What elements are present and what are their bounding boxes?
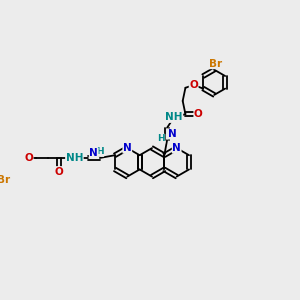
Text: NH: NH: [165, 112, 183, 122]
Text: N: N: [89, 148, 98, 158]
Text: N: N: [168, 129, 176, 139]
Text: Br: Br: [209, 59, 222, 69]
Text: NH: NH: [66, 153, 83, 163]
Text: O: O: [194, 109, 203, 119]
Text: H: H: [96, 147, 104, 156]
Text: O: O: [189, 80, 198, 90]
Text: O: O: [55, 167, 64, 177]
Text: O: O: [24, 153, 33, 163]
Text: N: N: [172, 143, 181, 153]
Text: N: N: [123, 143, 132, 153]
Text: H: H: [157, 134, 165, 143]
Text: Br: Br: [0, 175, 11, 185]
